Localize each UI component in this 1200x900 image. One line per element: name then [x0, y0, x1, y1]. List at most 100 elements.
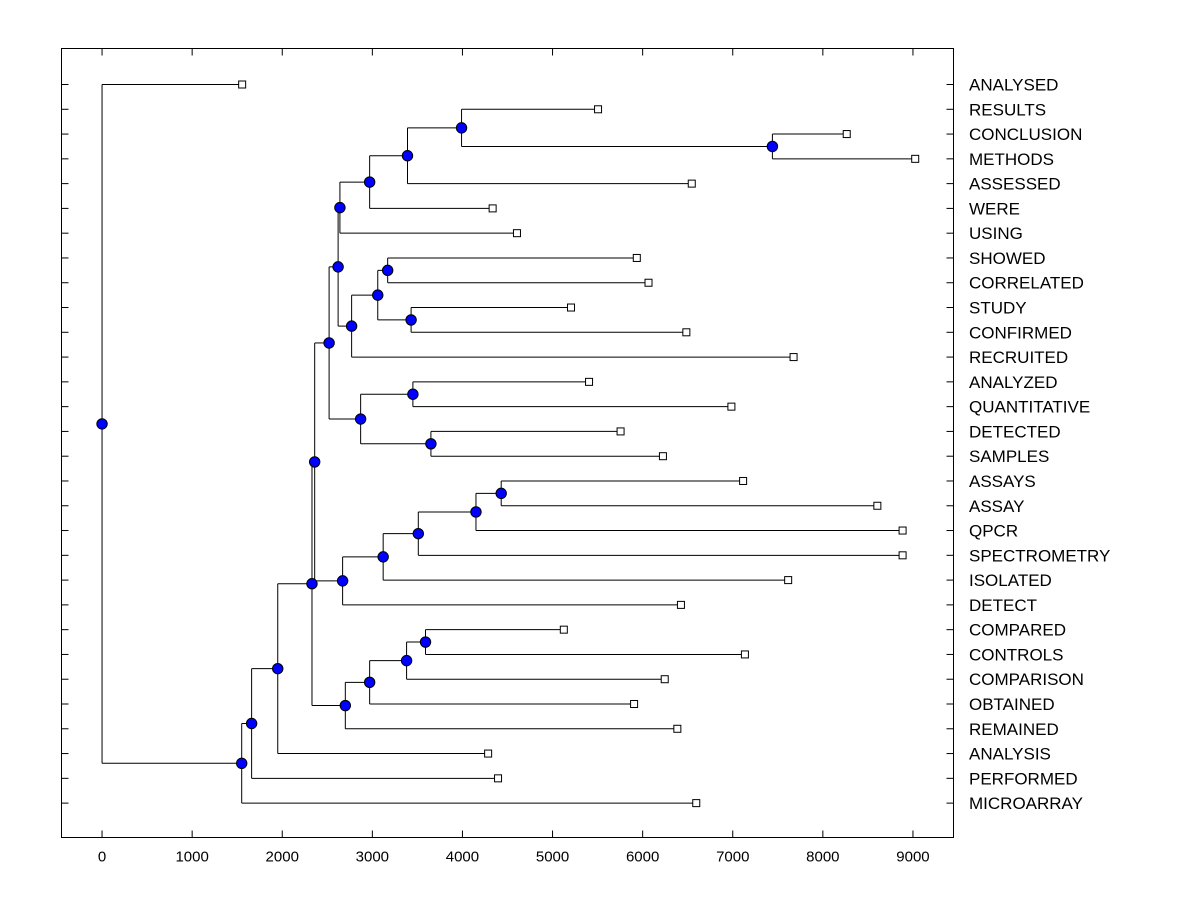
merge-node-n13	[354, 413, 367, 425]
leaf-marker-showed	[632, 253, 641, 262]
right-tick-marks	[946, 84, 954, 804]
leaf-marker-analysed	[238, 80, 247, 89]
merge-node-n8	[372, 289, 384, 301]
merge-node-n4	[363, 176, 376, 188]
plot-frame	[61, 48, 954, 838]
x-tick-label-2000: 2000	[266, 849, 299, 866]
merge-node-n11	[407, 388, 419, 400]
left-tick-marks	[61, 84, 69, 804]
merge-node-n26	[272, 662, 284, 675]
leaf-marker-methods	[911, 154, 920, 163]
leaf-markers	[238, 80, 920, 808]
leaf-label-detected: DETECTED	[969, 422, 1061, 441]
leaf-label-assessed: ASSESSED	[969, 175, 1061, 194]
leaf-label-conclusion: CONCLUSION	[969, 125, 1082, 144]
merge-node-n25	[306, 578, 318, 590]
merge-node-n19	[336, 575, 349, 587]
leaf-label-assays: ASSAYS	[969, 472, 1036, 491]
merge-node-n12	[425, 438, 437, 450]
leaf-marker-comparison	[660, 675, 669, 684]
leaf-label-compared: COMPARED	[969, 621, 1066, 640]
leaf-label-analysed: ANALYSED	[969, 76, 1058, 95]
x-tick-label-9000: 9000	[896, 849, 929, 866]
leaf-label-analysis: ANALYSIS	[969, 745, 1051, 764]
x-tick-label-4000: 4000	[446, 849, 479, 866]
leaf-label-spectrometry: SPECTROMETRY	[969, 546, 1110, 565]
merge-node-n2	[455, 122, 468, 134]
leaf-marker-conclusion	[842, 130, 851, 139]
merge-node-n16	[470, 506, 482, 518]
leaf-marker-detected	[616, 427, 625, 436]
merge-node-n23	[363, 676, 376, 689]
merge-node-n1	[766, 140, 779, 153]
leaf-marker-spectrometry	[898, 551, 907, 560]
leaf-marker-quantitative	[727, 402, 736, 411]
merge-node-n10	[332, 261, 344, 273]
leaf-marker-obtained	[630, 700, 639, 708]
leaf-label-recruited: RECRUITED	[969, 348, 1068, 367]
leaf-label-detect: DETECT	[969, 596, 1037, 615]
leaf-marker-microarray	[692, 799, 701, 808]
merge-node-n9	[345, 320, 358, 332]
leaf-label-results: RESULTS	[969, 100, 1046, 119]
leaf-marker-qpcr	[898, 526, 907, 535]
x-tick-label-3000: 3000	[356, 849, 389, 866]
leaf-label-assay: ASSAY	[969, 497, 1024, 516]
leaf-label-confirmed: CONFIRMED	[969, 323, 1072, 342]
merge-node-n28	[236, 757, 248, 770]
leaf-marker-confirmed	[682, 328, 691, 337]
leaf-marker-detect	[676, 600, 685, 609]
leaf-label-correlated: CORRELATED	[969, 274, 1084, 293]
merge-node-n15	[495, 487, 507, 500]
leaf-marker-isolated	[784, 576, 793, 585]
leaf-label-methods: METHODS	[969, 150, 1054, 169]
leaf-label-comparison: COMPARISON	[969, 670, 1084, 689]
leaf-label-analyzed: ANALYZED	[969, 373, 1058, 392]
merge-node-n7	[405, 314, 417, 326]
leaf-marker-assays	[739, 476, 748, 485]
leaf-label-study: STUDY	[969, 299, 1027, 318]
merge-node-n24	[339, 699, 352, 712]
merge-node-n21	[419, 636, 432, 648]
leaf-marker-results	[594, 105, 603, 114]
merge-node-n20	[308, 456, 321, 468]
leaf-marker-study	[567, 303, 576, 312]
leaf-label-using: USING	[969, 224, 1023, 243]
leaf-marker-correlated	[644, 278, 653, 287]
merge-node-n22	[400, 654, 413, 667]
merge-node-n17	[412, 527, 424, 540]
merge-node-n3	[401, 150, 414, 162]
leaf-label-obtained: OBTAINED	[969, 695, 1055, 714]
leaf-marker-performed	[494, 774, 503, 783]
merge-node-n6	[381, 264, 394, 277]
leaf-label-showed: SHOWED	[969, 249, 1046, 268]
leaf-marker-analysis	[484, 749, 493, 758]
leaf-marker-recruited	[789, 353, 798, 362]
leaf-marker-remained	[673, 724, 682, 733]
leaf-label-were: WERE	[969, 199, 1020, 218]
merge-node-n27	[245, 717, 258, 730]
x-tick-label-6000: 6000	[626, 849, 659, 866]
leaf-marker-assay	[873, 501, 882, 510]
leaf-marker-were	[488, 204, 497, 213]
merge-node-n14	[323, 337, 335, 349]
leaf-label-performed: PERFORMED	[969, 769, 1078, 788]
x-tick-label-5000: 5000	[536, 849, 569, 866]
x-tick-label-0: 0	[98, 849, 106, 866]
leaf-marker-using	[512, 229, 521, 238]
leaf-label-controls: CONTROLS	[969, 645, 1063, 664]
x-axis: 0 1000 2000 3000 4000 5000 6000 7000 8000 9000	[98, 48, 930, 866]
leaf-marker-assessed	[687, 179, 696, 188]
merge-nodes	[96, 122, 779, 770]
x-tick-label-8000: 8000	[806, 849, 839, 866]
leaf-marker-compared	[559, 625, 568, 634]
leaf-label-remained: REMAINED	[969, 720, 1059, 739]
leaf-marker-analyzed	[585, 377, 594, 386]
leaf-label-quantitative: QUANTITATIVE	[969, 398, 1090, 417]
x-tick-label-1000: 1000	[175, 849, 208, 866]
leaf-labels: ANALYSED RESULTS CONCLUSION METHODS ASSESSED…	[969, 76, 1110, 814]
leaf-label-isolated: ISOLATED	[969, 571, 1052, 590]
leaf-label-microarray: MICROARRAY	[969, 794, 1083, 813]
leaf-label-qpcr: QPCR	[969, 522, 1018, 541]
